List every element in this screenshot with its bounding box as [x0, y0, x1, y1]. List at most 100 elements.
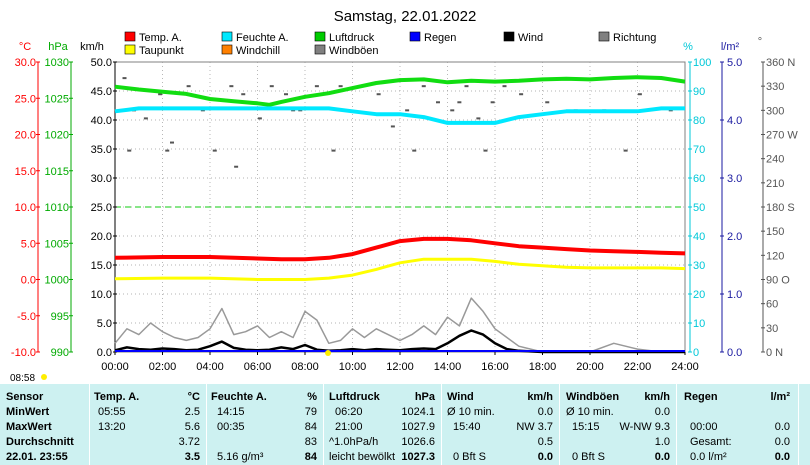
stats-hum-header: Feuchte A.: [211, 391, 267, 403]
stats-press-column: Luftdruck hPa 06:20 1024.1 21:00 1027.9 ^1.…: [329, 384, 439, 465]
x-tick-label: 18:00: [529, 361, 557, 370]
legend-swatch: [409, 31, 421, 42]
x-tick-label: 10:00: [339, 361, 367, 370]
stats-cell: 0.0: [774, 451, 790, 463]
stats-cell: Ø 10 min.: [447, 406, 495, 418]
press-axis-unit: hPa: [48, 41, 68, 53]
hum-axis-tick-label: 60: [693, 173, 705, 185]
x-tick-label: 04:00: [196, 361, 224, 370]
series-line-feuchte-a: [114, 106, 685, 125]
direction-point: [390, 125, 395, 128]
stats-row-label: Durchschnitt: [6, 436, 74, 448]
wind-axis-tick-label: 35.0: [91, 144, 112, 156]
legend-swatch: [221, 31, 233, 42]
hum-axis-tick-label: 20: [693, 289, 705, 301]
series-line-luftdruck: [114, 75, 686, 107]
direction-point: [331, 149, 336, 152]
legend-swatch: [314, 44, 326, 55]
wind-axis-tick-label: 45.0: [91, 86, 112, 98]
stats-cell: 0.0: [654, 406, 670, 418]
dir-axis-tick-label: 330: [766, 81, 784, 93]
wind-axis-tick-label: 40.0: [91, 115, 112, 127]
stats-temp-column: Temp. A. °C 05:55 2.5 13:20 5.6 3.72 3.5: [94, 384, 204, 465]
stats-gust-unit: km/h: [644, 391, 670, 403]
x-axis-ticks: 00:00 02:00 04:00 06:00 08:00 10:00 12:00 14:00…: [101, 352, 699, 370]
x-tick-label: 12:00: [386, 361, 414, 370]
dir-axis-tick-label: 0 N: [766, 347, 783, 359]
stats-row-label: MaxWert: [6, 421, 52, 433]
direction-point: [450, 109, 455, 112]
stats-hum-unit: %: [307, 391, 317, 403]
hum-axis-tick-label: 80: [693, 115, 705, 127]
temp-axis-tick-label: 15.0: [15, 166, 36, 178]
press-axis-tick-label: 995: [51, 311, 69, 323]
weather-chart: Samstag, 22.01.2022 Temp. A. Feuchte A. Lu…: [11, 8, 798, 370]
direction-point: [405, 109, 410, 112]
press-axis-tick-label: 1020: [45, 130, 69, 142]
stats-sensor-column: Sensor MinWert MaxWert Durchschnitt 22.0…: [6, 384, 86, 465]
legend-swatch: [314, 31, 326, 42]
stats-row-label: MinWert: [6, 406, 50, 418]
stats-rain-column: Regen l/m² 00:00 0.0 Gesamt: 0.0 0.0 l/m² 0.…: [684, 384, 794, 465]
direction-point: [212, 149, 217, 152]
stats-rain-unit: l/m²: [770, 391, 790, 403]
series-line-taupunkt: [114, 257, 686, 281]
direction-point: [284, 93, 288, 96]
series-line-temp-a: [114, 236, 686, 262]
stats-cell: 84: [304, 421, 317, 433]
sunrise-marker: [325, 350, 332, 356]
chart-series: [114, 75, 686, 356]
stats-cell: 3.5: [184, 451, 200, 463]
hum-axis-tick-label: 40: [693, 231, 705, 243]
stats-cell: NW 3.7: [516, 421, 553, 433]
sunrise-time: 08:58: [10, 373, 35, 384]
temp-axis-tick-label: -10.0: [11, 347, 36, 359]
direction-point: [376, 93, 381, 96]
stats-cell: 1027.9: [401, 421, 435, 433]
direction-point: [269, 85, 274, 88]
stats-cell: 0 Bft S: [572, 451, 606, 463]
hum-axis-tick-label: 10: [693, 318, 705, 330]
stats-cell: 84: [304, 451, 317, 463]
stats-cell: 05:55: [98, 406, 126, 418]
direction-point: [476, 117, 481, 120]
direction-point: [436, 101, 440, 104]
rain-axis-tick-label: 5.0: [727, 57, 742, 69]
x-tick-label: 14:00: [434, 361, 462, 370]
chart-title: Samstag, 22.01.2022: [334, 8, 477, 25]
legend-label: Windböen: [329, 45, 379, 57]
legend-swatch: [221, 44, 233, 55]
temp-axis-unit: °C: [19, 41, 31, 53]
rain-axis-unit: l/m²: [721, 41, 740, 53]
stats-cell: 0.0 l/m²: [690, 451, 727, 463]
stats-cell: W-NW 9.3: [619, 421, 670, 433]
direction-point: [186, 85, 191, 88]
chart-grid: [114, 61, 686, 353]
dir-axis-tick-label: 90 O: [766, 275, 790, 287]
temp-axis-tick-label: 30.0: [15, 57, 36, 69]
stats-cell: 1026.6: [401, 436, 435, 448]
wind-axis-tick-label: 20.0: [91, 231, 112, 243]
direction-point: [490, 101, 495, 104]
series-line-windb-en: [114, 297, 685, 353]
legend-label: Taupunkt: [139, 45, 184, 57]
stats-cell: 1.0: [654, 436, 670, 448]
temp-axis-tick-label: -5.0: [17, 311, 36, 323]
dir-axis-tick-label: 60: [766, 299, 778, 311]
chart-axes: 30.025.020.015.010.05.00.0-5.0-10.010301…: [11, 57, 798, 359]
hum-axis-tick-label: 70: [693, 144, 705, 156]
stats-cell: 3.72: [178, 436, 200, 448]
stats-cell: 0.0: [774, 436, 790, 448]
press-axis-tick-label: 1000: [45, 275, 69, 287]
hum-axis-unit: %: [683, 41, 693, 53]
stats-gust-header: Windböen: [566, 391, 620, 403]
direction-point: [314, 85, 319, 88]
temp-axis-tick-label: 5.0: [21, 238, 36, 250]
stats-cell: 00:35: [217, 421, 245, 433]
stats-cell: 13:20: [98, 421, 126, 433]
stats-cell: 0.0: [537, 406, 553, 418]
x-tick-label: 08:00: [291, 361, 319, 370]
stats-cell: 15:40: [453, 421, 481, 433]
stats-press-unit: hPa: [414, 391, 435, 403]
wind-axis-tick-label: 15.0: [91, 260, 112, 272]
